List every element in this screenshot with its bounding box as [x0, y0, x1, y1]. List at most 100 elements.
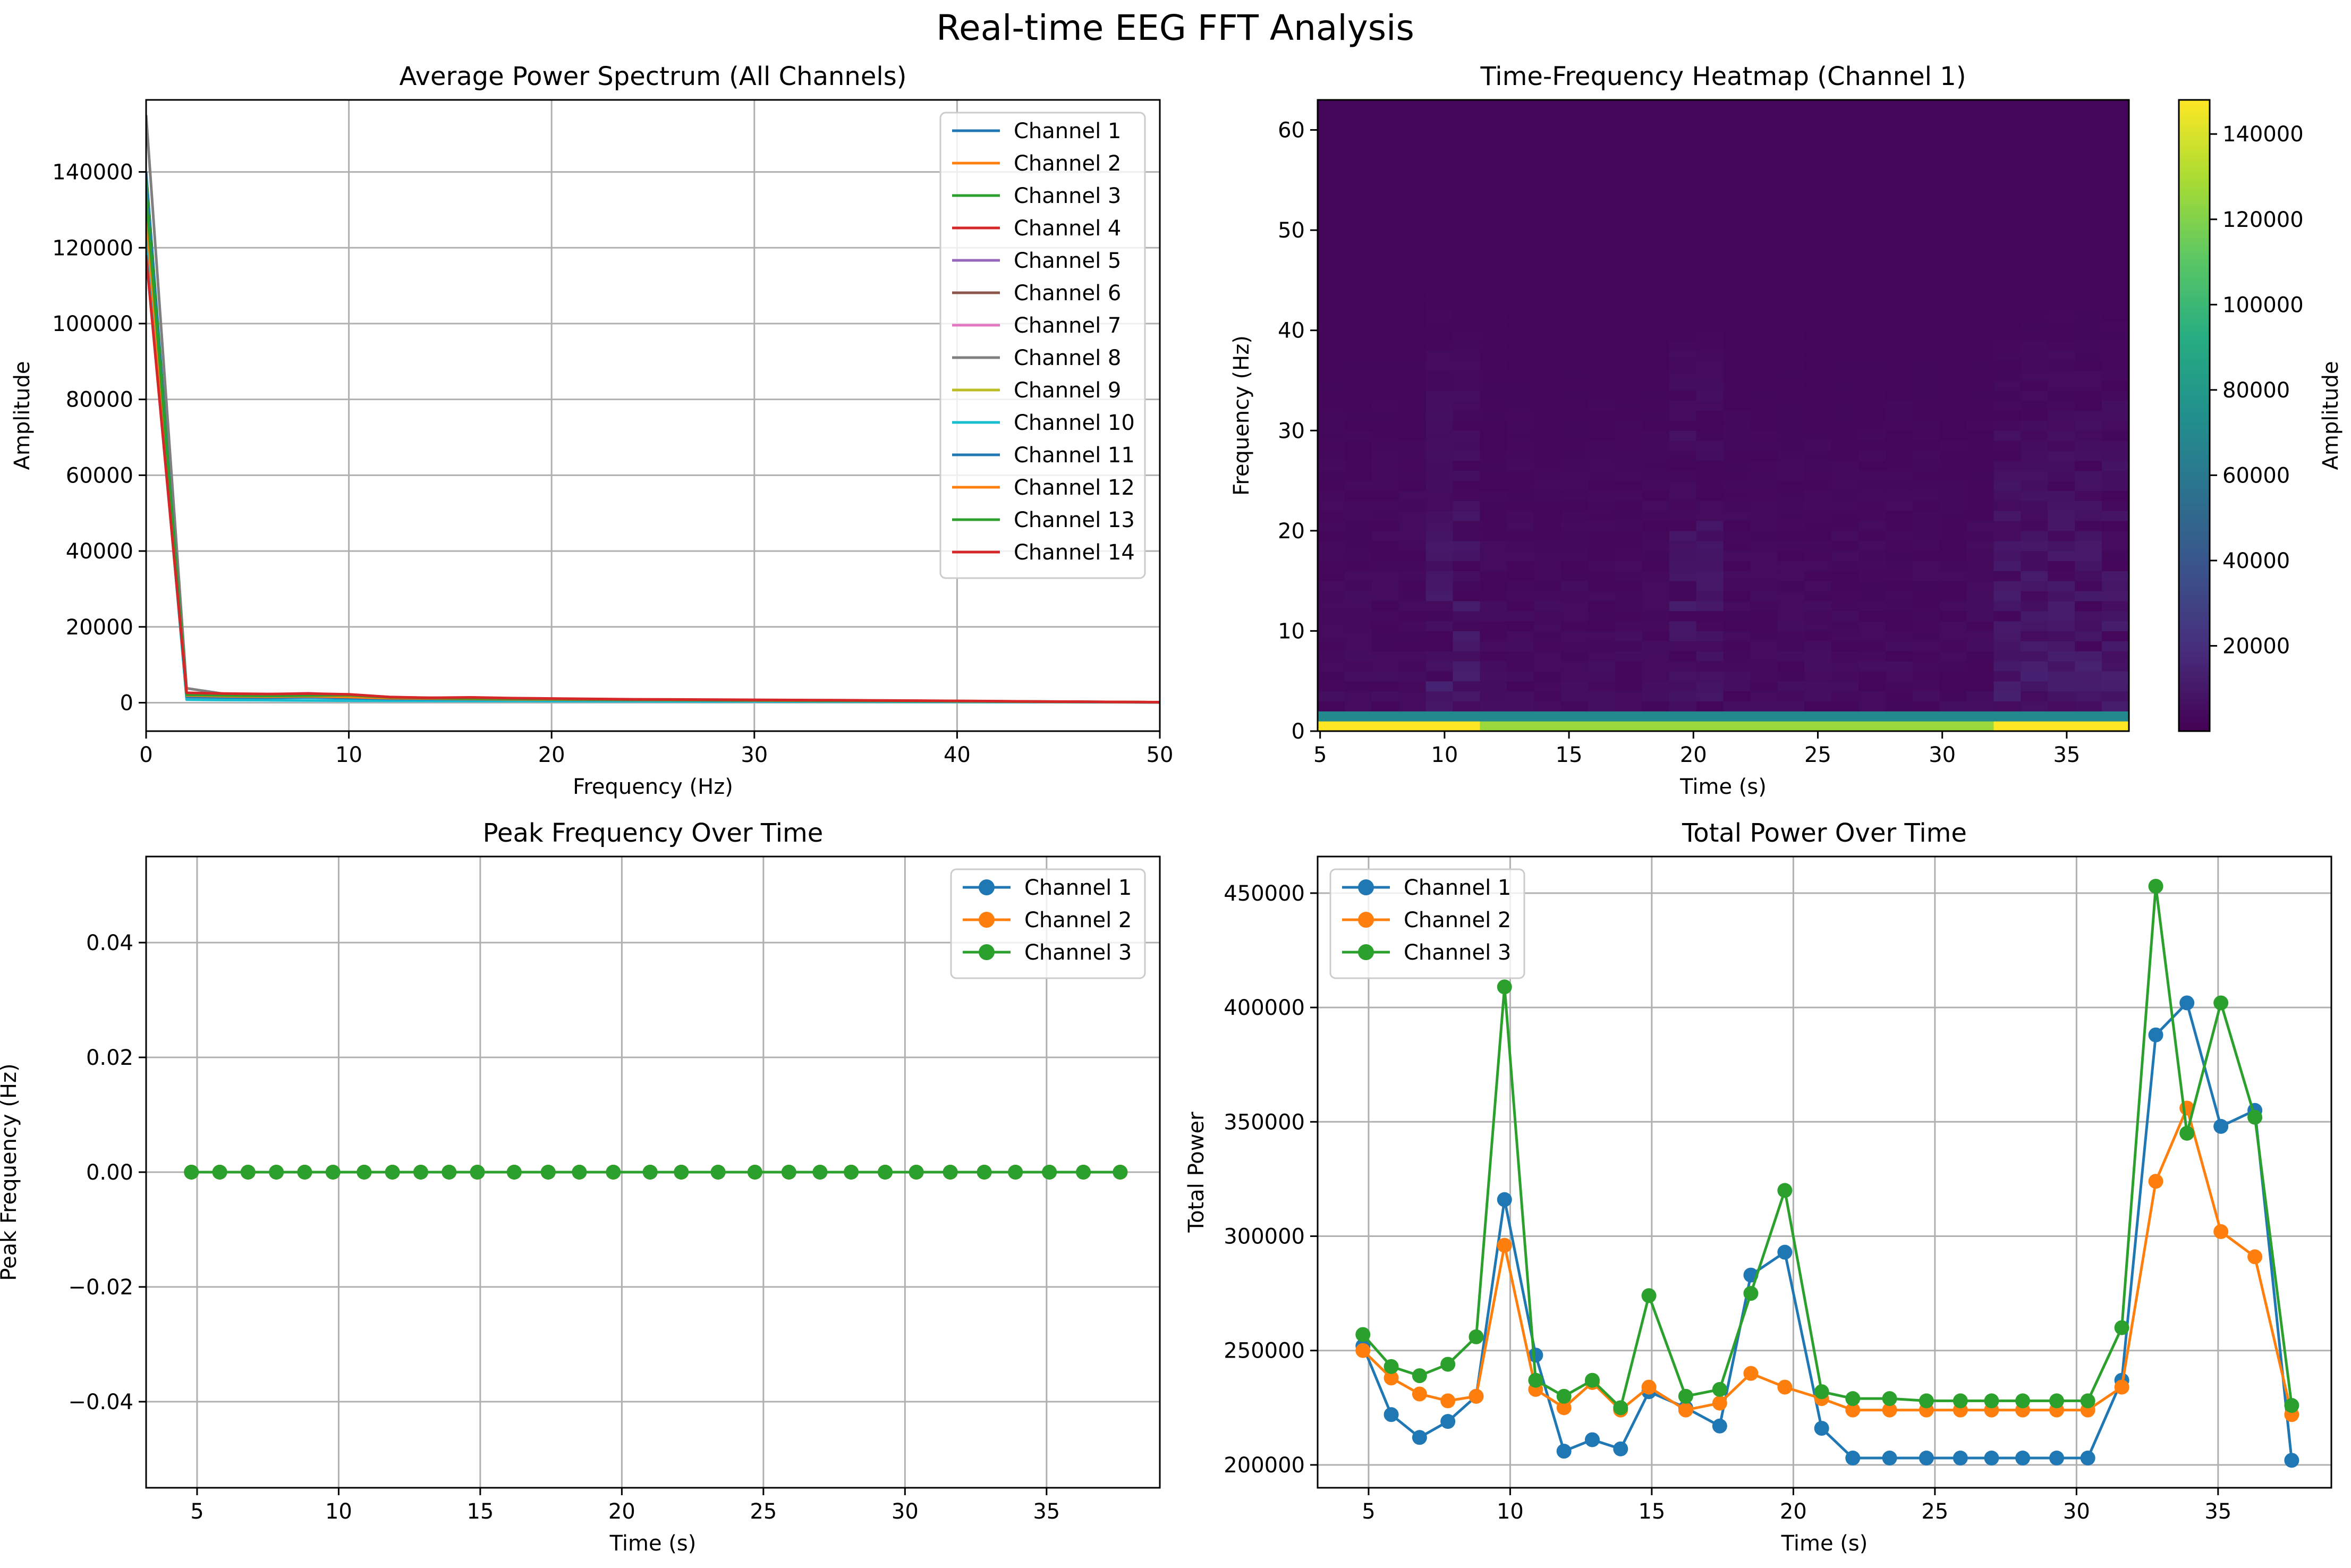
heatmap-cell	[1642, 160, 1670, 171]
heatmap-cell	[1858, 220, 1886, 231]
heatmap-cell	[1344, 691, 1372, 702]
heatmap-cell	[1642, 170, 1670, 181]
heatmap-cell	[2102, 490, 2129, 501]
heatmap-cell	[1993, 600, 2021, 612]
heatmap-cell	[1398, 621, 1427, 632]
heatmap-cell	[1534, 280, 1561, 291]
heatmap-cell	[1453, 621, 1480, 632]
heatmap-cell	[1777, 340, 1805, 351]
heatmap-cell	[1480, 210, 1507, 221]
heatmap-cell	[1993, 280, 2021, 291]
heatmap-cell	[1561, 250, 1589, 261]
heatmap-cell	[1642, 451, 1670, 461]
heatmap-cell	[2102, 410, 2129, 421]
heatmap-cell	[1615, 460, 1643, 471]
heatmap-cell	[1723, 581, 1751, 591]
heatmap-cell	[1669, 160, 1697, 171]
heatmap-cell	[2048, 370, 2075, 381]
heatmap-cell	[1371, 100, 1399, 111]
heatmap-cell	[1831, 350, 1859, 361]
heatmap-cell	[1398, 410, 1427, 421]
heatmap-cell	[1344, 661, 1372, 672]
heatmap-cell	[1885, 340, 1913, 351]
heatmap-cell	[1453, 701, 1480, 711]
heatmap-cell	[1507, 611, 1534, 622]
heatmap-cell	[1966, 631, 1994, 641]
heatmap-cell	[2021, 641, 2048, 651]
heatmap-cell	[1696, 360, 1724, 371]
heatmap-cell	[1615, 170, 1643, 181]
heatmap-cell	[1534, 410, 1561, 421]
heatmap-cell	[1993, 651, 2021, 662]
power-data-point	[2049, 1451, 2065, 1466]
heatmap-cell	[1777, 200, 1805, 211]
heatmap-cell	[2075, 260, 2102, 271]
heatmap-cell	[1669, 240, 1697, 251]
heatmap-cell	[1885, 621, 1913, 632]
heatmap-cell	[2075, 360, 2102, 371]
heatmap-cell	[2048, 430, 2075, 441]
heatmap-cell	[2075, 290, 2102, 301]
heatmap-cell	[1534, 140, 1561, 150]
heatmap-cell	[1831, 511, 1859, 521]
heatmap-cell	[1425, 320, 1454, 331]
heatmap-cell	[1669, 451, 1697, 461]
heatmap-cell	[1885, 200, 1913, 211]
power-data-point	[2015, 1451, 2031, 1466]
heatmap-cell	[1669, 190, 1697, 201]
heatmap-cell	[1615, 130, 1643, 141]
heatmap-cell	[2021, 260, 2048, 271]
heatmap-cell	[1318, 581, 1345, 591]
heatmap-cell	[1588, 511, 1616, 521]
heatmap-cell	[1371, 721, 1399, 732]
heatmap-cell	[1696, 621, 1724, 632]
heatmap-cell	[1804, 480, 1832, 491]
heatmap-cell	[1858, 370, 1886, 381]
heatmap-cell	[1480, 681, 1507, 692]
heatmap-cell	[1750, 581, 1778, 591]
heatmap-cell	[1912, 220, 1940, 231]
heatmap-cell	[1318, 511, 1345, 521]
heatmap-cell	[1318, 490, 1345, 501]
heatmap-cell	[1858, 170, 1886, 181]
heatmap-cell	[1831, 430, 1859, 441]
heatmap-cell	[1804, 150, 1832, 160]
heatmap-cells	[1318, 100, 2129, 732]
heatmap-cell	[1344, 160, 1372, 171]
heatmap-cell	[1561, 661, 1589, 672]
heatmap-cell	[1750, 661, 1778, 672]
heatmap-cell	[1642, 530, 1670, 541]
heatmap-cell	[1371, 480, 1399, 491]
heatmap-cell	[1480, 550, 1507, 562]
heatmap-cell	[1615, 340, 1643, 351]
heatmap-cell	[1507, 460, 1534, 471]
heatmap-cell	[1939, 711, 1967, 722]
heatmap-cell	[1831, 310, 1859, 321]
heatmap-cell	[1642, 631, 1670, 641]
heatmap-cell	[1912, 350, 1940, 361]
spectrum-ylabel: Amplitude	[10, 361, 35, 470]
heatmap-cell	[1669, 511, 1697, 521]
heatmap-cell	[1588, 571, 1616, 581]
heatmap-cell	[1939, 540, 1967, 552]
heatmap-cell	[1561, 280, 1589, 291]
heatmap-cell	[1642, 360, 1670, 371]
heatmap-cell	[1615, 400, 1643, 411]
heatmap-cell	[1318, 360, 1345, 371]
heatmap-cell	[2048, 440, 2075, 451]
heatmap-cell	[1561, 380, 1589, 391]
heatmap-cell	[1750, 641, 1778, 651]
heatmap-cell	[2048, 550, 2075, 562]
heatmap-cell	[1966, 280, 1994, 291]
heatmap-cell	[1318, 390, 1345, 401]
heatmap-cell	[2102, 460, 2129, 471]
heatmap-cell	[1831, 490, 1859, 501]
heatmap-cell	[1750, 340, 1778, 351]
heatmap-cell	[1696, 501, 1724, 511]
heatmap-cell	[1858, 100, 1886, 111]
power-data-point	[1556, 1388, 1572, 1404]
heatmap-cell	[1831, 270, 1859, 281]
heatmap-cell	[2021, 470, 2048, 481]
heatmap-cell	[1588, 651, 1616, 662]
heatmap-cell	[1480, 109, 1507, 121]
